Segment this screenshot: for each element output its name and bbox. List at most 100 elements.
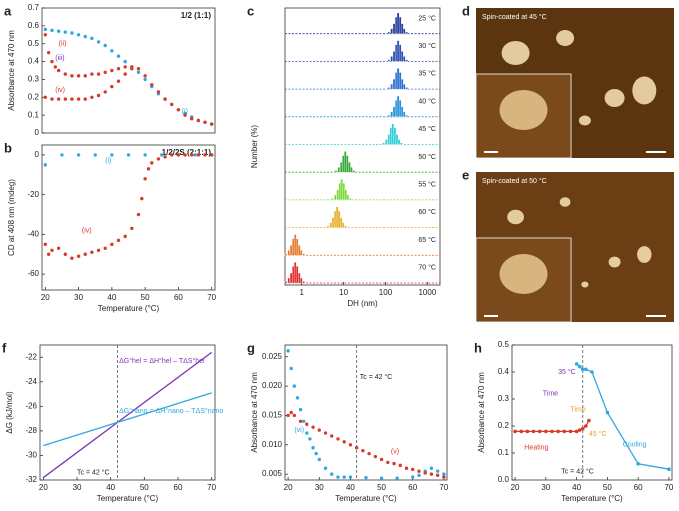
bar: [382, 142, 385, 145]
x-axis-label: Temperature (°C): [97, 494, 159, 503]
data-point: [116, 238, 121, 243]
x-tick-label: 70: [664, 483, 673, 492]
data-point: [342, 475, 346, 479]
y-axis-label: Absorbance at 470 nm: [7, 30, 16, 111]
particle: [556, 30, 575, 46]
data-point: [56, 246, 61, 250]
data-point: [50, 28, 54, 33]
data-point: [103, 70, 107, 74]
annotation: (i): [105, 158, 111, 165]
data-point: [130, 67, 134, 71]
particle: [608, 256, 621, 268]
y-tick-label: -22: [25, 352, 37, 361]
data-point: [43, 27, 48, 32]
data-point: [392, 461, 396, 466]
data-point: [70, 97, 74, 101]
particle: [604, 89, 625, 107]
data-point: [308, 437, 312, 441]
bar: [390, 111, 393, 117]
data-point: [70, 74, 74, 78]
data-point: [156, 157, 161, 161]
x-tick-label: 60: [408, 483, 417, 492]
y-tick-label: -20: [27, 190, 39, 199]
data-point: [96, 93, 101, 98]
x-axis-label: Temperature (°C): [561, 494, 623, 503]
data-point: [525, 429, 530, 434]
bar: [293, 234, 297, 256]
data-point: [83, 252, 87, 256]
annotation: ΔG°hel = ΔH°hel – TΔS°hel: [119, 357, 205, 365]
bar: [393, 127, 397, 145]
x-axis-label: DH (nm): [347, 299, 378, 308]
bar: [400, 23, 404, 34]
x-tick-label: 60: [174, 293, 183, 302]
x-tick-label: 30: [541, 483, 550, 492]
data-point: [93, 153, 97, 157]
x-tick-label: 30: [315, 483, 324, 492]
bar: [400, 142, 403, 145]
data-point: [136, 70, 141, 74]
bar: [302, 281, 305, 284]
data-point: [136, 67, 141, 71]
y-tick-label: 0.7: [28, 3, 40, 12]
data-point: [126, 153, 131, 157]
data-point: [116, 54, 121, 58]
bar: [293, 262, 297, 284]
data-point: [317, 428, 321, 432]
particle: [578, 115, 591, 126]
chart-title: 1/2 (1:1): [181, 11, 212, 20]
data-point: [442, 475, 446, 479]
bar: [391, 123, 395, 145]
x-tick-label: 70: [207, 293, 216, 302]
bar: [390, 83, 393, 90]
y-tick-label: 0.005: [262, 469, 283, 478]
data-point: [176, 153, 181, 157]
y-tick-label: -30: [25, 451, 37, 460]
data-point: [317, 457, 321, 462]
bar: [348, 162, 351, 173]
bar: [385, 139, 388, 145]
data-point: [292, 384, 297, 388]
bar: [336, 189, 339, 201]
data-point: [336, 437, 340, 441]
y-tick-label: -32: [25, 475, 37, 484]
y-tick-label: -60: [27, 269, 39, 278]
data-point: [286, 349, 290, 353]
bar: [340, 178, 343, 201]
data-point: [411, 467, 415, 472]
y-tick-label: 0.025: [262, 352, 283, 361]
data-point: [90, 250, 94, 254]
data-point: [143, 77, 147, 82]
x-tick-label: 40: [107, 293, 116, 302]
data-point: [568, 429, 573, 434]
data-point: [667, 467, 671, 472]
y-axis-label: Absorbance at 470 nm: [250, 372, 259, 453]
data-point: [289, 410, 293, 415]
y-axis-label: Number (%): [250, 125, 259, 168]
data-point: [323, 431, 328, 435]
data-point: [90, 95, 94, 99]
data-point: [423, 471, 427, 475]
data-point: [203, 120, 207, 124]
afm-image: [475, 172, 674, 323]
data-point: [76, 74, 81, 78]
data-point: [544, 429, 548, 434]
bar: [387, 59, 391, 62]
data-point: [398, 463, 402, 468]
particle: [559, 197, 571, 207]
bar: [287, 277, 290, 284]
row-label: 60 °C: [418, 208, 436, 216]
bar: [405, 31, 408, 34]
data-point: [531, 429, 536, 434]
data-point: [435, 469, 440, 473]
y-tick-label: 0: [35, 150, 40, 159]
data-point: [46, 252, 51, 256]
bar: [340, 162, 343, 173]
bar: [342, 183, 345, 201]
bar: [397, 139, 401, 145]
data-point: [196, 118, 201, 123]
bar: [346, 155, 349, 173]
plot-frame: [41, 7, 216, 134]
particle: [501, 41, 530, 65]
x-tick-label: 1000: [418, 288, 436, 297]
